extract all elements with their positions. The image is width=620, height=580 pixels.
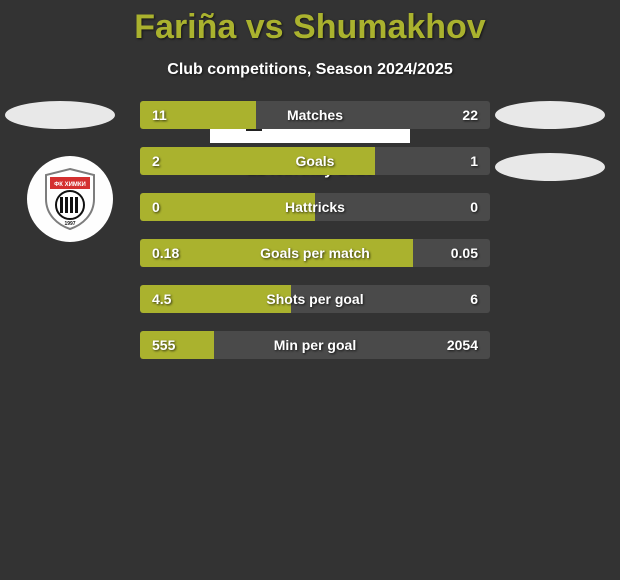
stat-row: 11Matches22 [140, 101, 490, 129]
page-title: Fariña vs Shumakhov [0, 0, 620, 47]
stat-row: 2Goals1 [140, 147, 490, 175]
side-oval [5, 101, 115, 129]
stats-bars: 11Matches22 2Goals1 0Hattricks0 0.18Goals p… [140, 101, 490, 377]
stat-name: Goals [140, 153, 490, 169]
bar-labels: 0.18Goals per match0.05 [140, 239, 490, 267]
side-oval [495, 153, 605, 181]
stat-row: 0Hattricks0 [140, 193, 490, 221]
stat-row: 0.18Goals per match0.05 [140, 239, 490, 267]
badge-text-top: ФК ХИМКИ [54, 182, 86, 188]
subtitle: Club competitions, Season 2024/2025 [0, 61, 620, 79]
stat-name: Hattricks [140, 199, 490, 215]
shield-icon: ФК ХИМКИ 1997 [42, 167, 98, 231]
stat-name: Goals per match [140, 245, 490, 261]
bar-labels: 2Goals1 [140, 147, 490, 175]
side-oval [495, 101, 605, 129]
bar-labels: 555Min per goal2054 [140, 331, 490, 359]
bar-labels: 4.5Shots per goal6 [140, 285, 490, 313]
stat-name: Min per goal [140, 337, 490, 353]
stat-row: 555Min per goal2054 [140, 331, 490, 359]
stat-name: Matches [140, 107, 490, 123]
bar-labels: 0Hattricks0 [140, 193, 490, 221]
bar-labels: 11Matches22 [140, 101, 490, 129]
badge-text-year: 1997 [64, 221, 75, 227]
club-badge: ФК ХИМКИ 1997 [27, 156, 113, 242]
stat-row: 4.5Shots per goal6 [140, 285, 490, 313]
stat-name: Shots per goal [140, 291, 490, 307]
